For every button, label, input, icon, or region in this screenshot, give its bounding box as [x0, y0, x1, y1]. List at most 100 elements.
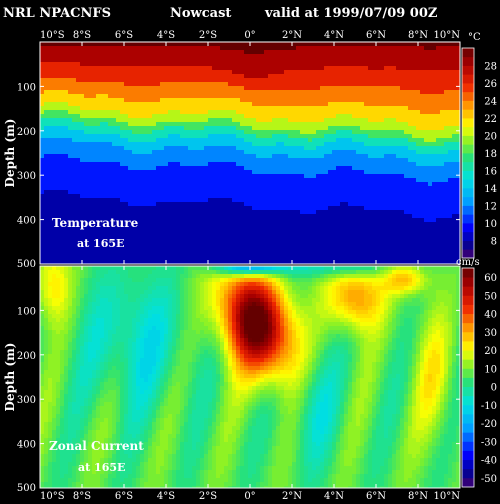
heatmap-cell: [376, 110, 381, 115]
heatmap-cell: [296, 186, 301, 191]
heatmap-cell: [176, 230, 181, 235]
heatmap-cell: [336, 86, 341, 91]
heatmap-cell: [392, 126, 397, 131]
heatmap-cell: [160, 42, 165, 47]
heatmap-cell: [128, 230, 133, 235]
heatmap-cell: [72, 230, 77, 235]
heatmap-cell: [196, 182, 201, 187]
heatmap-cell: [156, 162, 161, 167]
heatmap-cell: [100, 134, 105, 139]
heatmap-cell: [328, 154, 333, 159]
heatmap-cell: [236, 234, 241, 239]
heatmap-cell: [324, 42, 329, 47]
heatmap-cell: [216, 110, 221, 115]
heatmap-cell: [200, 62, 205, 67]
heatmap-cell: [368, 178, 373, 183]
heatmap-cell: [372, 50, 377, 55]
heatmap-cell: [328, 78, 333, 83]
heatmap-cell: [348, 262, 353, 264]
heatmap-cell: [168, 178, 173, 183]
heatmap-cell: [88, 238, 93, 243]
heatmap-cell: [304, 98, 309, 103]
heatmap-cell: [292, 74, 297, 79]
heatmap-cell: [200, 194, 205, 199]
heatmap-cell: [284, 198, 289, 203]
heatmap-cell: [240, 202, 245, 207]
heatmap-cell: [88, 194, 93, 199]
heatmap-cell: [200, 106, 205, 111]
heatmap-cell: [200, 218, 205, 223]
heatmap-cell: [276, 170, 281, 175]
heatmap-cell: [264, 254, 269, 259]
heatmap-cell: [276, 158, 281, 163]
heatmap-cell: [120, 122, 125, 127]
heatmap-cell: [148, 118, 153, 123]
heatmap-cell: [352, 154, 357, 159]
heatmap-cell: [172, 182, 177, 187]
heatmap-cell: [172, 226, 177, 231]
heatmap-cell: [252, 58, 257, 63]
heatmap-cell: [252, 186, 257, 191]
heatmap-cell: [224, 126, 229, 131]
heatmap-cell: [352, 66, 357, 71]
heatmap-cell: [232, 106, 237, 111]
heatmap-cell: [392, 94, 397, 99]
heatmap-cell: [184, 166, 189, 171]
heatmap-cell: [128, 178, 133, 183]
heatmap-cell: [188, 90, 193, 95]
heatmap-cell: [220, 146, 225, 151]
heatmap-cell: [316, 118, 321, 123]
heatmap-cell: [344, 90, 349, 95]
heatmap-cell: [336, 82, 341, 87]
heatmap-cell: [268, 198, 273, 203]
heatmap-cell: [388, 234, 393, 239]
heatmap-cell: [148, 66, 153, 71]
heatmap-cell: [324, 62, 329, 67]
heatmap-cell: [56, 130, 61, 135]
heatmap-cell: [148, 242, 153, 247]
heatmap-cell: [348, 170, 353, 175]
heatmap-cell: [316, 42, 321, 47]
heatmap-cell: [172, 138, 177, 143]
heatmap-cell: [312, 146, 317, 151]
heatmap-cell: [52, 250, 57, 255]
heatmap-cell: [392, 210, 397, 215]
heatmap-cell: [160, 142, 165, 147]
heatmap-cell: [304, 138, 309, 143]
heatmap-cell: [348, 146, 353, 151]
heatmap-cell: [208, 254, 213, 259]
heatmap-cell: [72, 262, 77, 264]
heatmap-cell: [136, 142, 141, 147]
heatmap-cell: [128, 146, 133, 151]
heatmap-cell: [64, 182, 69, 187]
heatmap-cell: [92, 202, 97, 207]
heatmap-cell: [272, 254, 277, 259]
heatmap-cell: [68, 222, 73, 227]
heatmap-cell: [172, 154, 177, 159]
heatmap-cell: [384, 250, 389, 255]
heatmap-cell: [304, 46, 309, 51]
heatmap-cell: [372, 166, 377, 171]
heatmap-cell: [260, 242, 265, 247]
heatmap-cell: [220, 118, 225, 123]
heatmap-cell: [196, 246, 201, 251]
heatmap-cell: [244, 162, 249, 167]
heatmap-cell: [156, 230, 161, 235]
heatmap-cell: [192, 238, 197, 243]
heatmap-cell: [176, 106, 181, 111]
heatmap-cell: [272, 230, 277, 235]
heatmap-cell: [108, 70, 113, 75]
heatmap-cell: [284, 190, 289, 195]
heatmap-cell: [48, 254, 53, 259]
heatmap-cell: [112, 230, 117, 235]
heatmap-cell: [92, 54, 97, 59]
heatmap-cell: [260, 142, 265, 147]
heatmap-cell: [300, 158, 305, 163]
heatmap-cell: [68, 86, 73, 91]
heatmap-cell: [40, 190, 45, 195]
heatmap-cell: [60, 254, 65, 259]
heatmap-cell: [92, 106, 97, 111]
heatmap-cell: [312, 154, 317, 159]
heatmap-cell: [284, 202, 289, 207]
heatmap-cell: [184, 194, 189, 199]
